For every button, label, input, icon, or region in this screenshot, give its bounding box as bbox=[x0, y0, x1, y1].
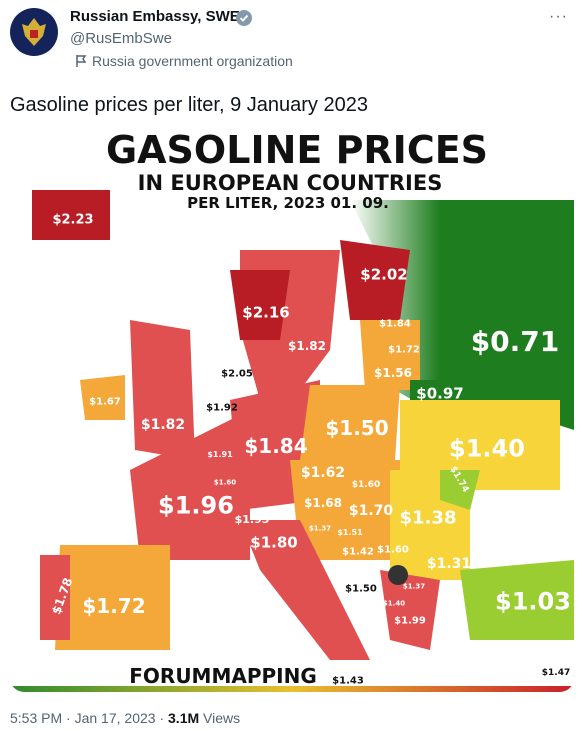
price-label: $0.97 bbox=[416, 384, 463, 402]
map-date: PER LITER, 2023 01. 09. bbox=[187, 194, 389, 212]
more-button[interactable]: ··· bbox=[549, 8, 568, 25]
price-label: $1.99 bbox=[394, 616, 426, 627]
price-label: $1.60 bbox=[377, 545, 409, 556]
author-name[interactable]: Russian Embassy, SWE bbox=[70, 8, 240, 25]
price-label: $1.70 bbox=[349, 503, 394, 519]
price-label: $1.60 bbox=[352, 480, 380, 490]
price-label: $1.37 bbox=[309, 524, 331, 532]
price-label: $1.96 bbox=[158, 491, 234, 519]
separator: · bbox=[66, 710, 71, 726]
price-label: $1.84 bbox=[379, 319, 411, 330]
price-label: $1.50 bbox=[325, 416, 388, 440]
flag-icon bbox=[76, 55, 87, 67]
map-image[interactable]: GASOLINE PRICES IN EUROPEAN COUNTRIES PE… bbox=[10, 130, 574, 692]
price-label: $1.40 bbox=[449, 434, 525, 462]
author-handle[interactable]: @RusEmbSwe bbox=[70, 30, 172, 47]
price-label: $1.43 bbox=[332, 676, 364, 687]
time[interactable]: 5:53 PM bbox=[10, 710, 63, 726]
price-label: $2.05 bbox=[221, 369, 253, 380]
map-credit: FORUMMAPPING bbox=[129, 664, 317, 688]
price-label: $1.68 bbox=[304, 496, 342, 510]
price-label: $1.56 bbox=[374, 366, 412, 380]
price-label: $1.82 bbox=[288, 339, 326, 353]
price-label: $1.93 bbox=[235, 513, 270, 526]
price-label: $1.91 bbox=[207, 450, 233, 459]
price-label: $1.03 bbox=[495, 587, 571, 615]
price-label: $1.80 bbox=[250, 533, 297, 551]
price-label: $2.02 bbox=[360, 265, 407, 283]
price-label: $1.37 bbox=[403, 582, 425, 590]
views-label: Views bbox=[203, 710, 241, 726]
price-label: $1.72 bbox=[388, 345, 420, 356]
price-label: $2.16 bbox=[242, 303, 289, 321]
tweet-text: Gasoline prices per liter, 9 January 202… bbox=[10, 94, 368, 116]
price-label: $1.40 bbox=[383, 599, 405, 607]
price-label: $1.50 bbox=[345, 584, 377, 595]
date[interactable]: Jan 17, 2023 bbox=[74, 710, 156, 726]
price-label: $1.60 bbox=[214, 478, 236, 486]
price-label: $1.42 bbox=[342, 547, 374, 558]
map-title: GASOLINE PRICES bbox=[106, 130, 488, 172]
price-label: $2.23 bbox=[52, 213, 93, 228]
views-count: 3.1M bbox=[168, 710, 200, 726]
affiliation: Russia government organization bbox=[92, 53, 293, 69]
price-label: $1.84 bbox=[244, 434, 307, 458]
separator: · bbox=[159, 710, 165, 726]
verified-badge bbox=[236, 10, 252, 26]
price-label: $1.51 bbox=[337, 528, 363, 537]
tweet-footer: 5:53 PM · Jan 17, 2023 · 3.1M Views bbox=[10, 710, 240, 726]
price-label: $1.82 bbox=[141, 417, 185, 433]
price-label: $1.67 bbox=[89, 397, 121, 408]
price-label: $1.31 bbox=[427, 556, 471, 572]
avatar[interactable] bbox=[10, 8, 58, 56]
map-subtitle: IN EUROPEAN COUNTRIES bbox=[138, 171, 443, 195]
price-label: $1.47 bbox=[542, 668, 570, 678]
price-label: $1.62 bbox=[301, 465, 345, 481]
price-label: $0.71 bbox=[471, 325, 560, 358]
price-label: $1.92 bbox=[206, 403, 238, 414]
price-label: $1.38 bbox=[400, 507, 457, 528]
price-label: $1.72 bbox=[82, 594, 145, 618]
